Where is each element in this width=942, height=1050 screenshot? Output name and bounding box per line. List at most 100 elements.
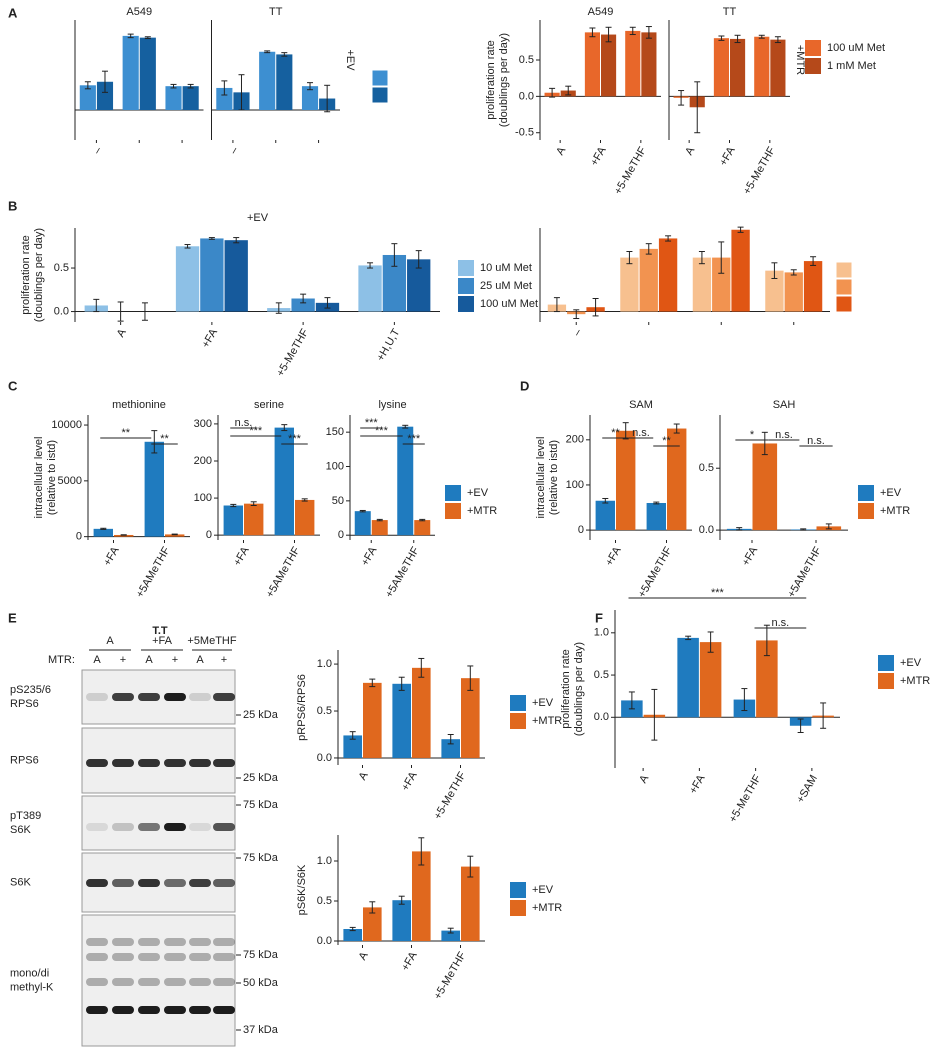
legend-label: 100 uM Met — [480, 298, 538, 310]
panel-label: E — [8, 610, 17, 625]
error-bar — [415, 250, 422, 269]
error-bar — [300, 293, 307, 304]
x-tick-label: A — [357, 949, 371, 962]
significance-label: *** — [288, 433, 302, 445]
error-bar — [391, 243, 398, 267]
error-bar — [184, 244, 191, 249]
error-bar — [761, 431, 768, 456]
blot-band — [189, 938, 211, 946]
bar — [692, 257, 712, 312]
x-tick-label: +FA — [200, 326, 221, 350]
blot-row-label: RPS6 — [10, 754, 39, 766]
error-bar — [171, 533, 178, 536]
error-bar — [117, 301, 124, 322]
blot-lane: A — [93, 654, 101, 666]
error-bar — [170, 83, 177, 89]
bar — [259, 51, 276, 110]
blot-band — [164, 879, 186, 887]
side-label: +MTR — [794, 45, 806, 75]
chart-title: lysine — [378, 399, 406, 411]
blot-mtr-label: MTR: — [48, 654, 75, 666]
legend-label: +MTR — [880, 505, 910, 517]
y-tick-label: 1.0 — [317, 658, 332, 670]
y-axis-label: proliferation rate — [485, 40, 497, 120]
bar — [224, 240, 248, 312]
bar — [343, 929, 362, 941]
y-axis-label: proliferation rate — [20, 235, 32, 315]
legend-swatch — [878, 655, 894, 671]
y-tick-label: 0.5 — [317, 895, 332, 907]
bar — [646, 502, 666, 531]
error-bar — [790, 269, 797, 276]
blot-band — [164, 1006, 186, 1014]
legend-label: 25 uM Met — [480, 280, 532, 292]
legend-swatch — [371, 86, 389, 104]
chart-title: methionine — [112, 399, 166, 411]
blot-band — [112, 938, 134, 946]
blot-band — [112, 693, 134, 701]
y-tick-label: 0 — [338, 529, 344, 541]
blot-marker: 50 kDa — [243, 977, 279, 989]
error-bar — [324, 297, 331, 309]
error-bar — [553, 297, 560, 313]
y-tick-label: 1.0 — [594, 627, 609, 639]
blot-band — [138, 879, 160, 887]
panel-label: B — [8, 198, 17, 213]
blot-band — [164, 953, 186, 961]
bar — [639, 248, 658, 312]
error-bar — [653, 501, 660, 505]
x-tick-label: +5-MeTHF — [432, 950, 469, 1002]
error-bar — [264, 50, 271, 54]
error-bar — [349, 926, 356, 932]
bar — [79, 85, 96, 110]
bar — [392, 900, 411, 941]
blot-band — [213, 879, 235, 887]
bar — [441, 930, 460, 941]
error-bar — [645, 243, 652, 255]
x-tick-label: +SAM — [794, 773, 820, 805]
blot-band — [213, 953, 235, 961]
blot-row-label: mono/di — [10, 967, 49, 979]
error-bar — [665, 235, 672, 242]
legend-swatch — [510, 713, 526, 729]
y-axis-label: proliferation rate — [560, 649, 572, 729]
significance-label: n.s. — [807, 435, 825, 447]
blot-band — [138, 953, 160, 961]
y-axis-label: (relative to istd) — [46, 440, 58, 515]
bar — [765, 270, 784, 312]
y-tick-label: 0.0 — [594, 711, 609, 723]
bar — [223, 505, 243, 536]
error-bar — [645, 26, 652, 39]
bar — [244, 503, 264, 536]
bar — [165, 534, 185, 537]
facet-title: TT — [723, 6, 737, 18]
blot-lane: + — [221, 654, 227, 666]
error-bar — [187, 83, 194, 89]
blot-band — [164, 759, 186, 767]
y-tick-label: 0.0 — [54, 305, 69, 317]
blot-band — [164, 938, 186, 946]
blot-lane: A — [196, 654, 204, 666]
blot-band — [189, 823, 211, 831]
blot-band — [86, 879, 108, 887]
blot-band — [138, 759, 160, 767]
error-bar — [208, 237, 215, 240]
bar — [216, 87, 233, 110]
error-bar — [141, 302, 148, 321]
error-bar — [369, 678, 376, 688]
y-tick-label: 100 — [566, 479, 584, 491]
x-tick-label: +H,U,T — [375, 327, 403, 364]
significance-label: *** — [407, 433, 421, 445]
blot-marker: 25 kDa — [243, 709, 279, 721]
blot-row-label: pT389 — [10, 810, 41, 822]
blot-row-label: methyl-K — [10, 981, 54, 993]
blot-lane: + — [120, 654, 126, 666]
y-tick-label: 0.5 — [699, 462, 714, 474]
significance-label: n.s. — [772, 617, 790, 629]
error-bar — [678, 90, 685, 106]
blot-band — [189, 978, 211, 986]
blot-marker: 37 kDa — [243, 1024, 279, 1036]
y-tick-label: 200 — [566, 434, 584, 446]
blot-band — [86, 978, 108, 986]
bar — [371, 520, 388, 536]
